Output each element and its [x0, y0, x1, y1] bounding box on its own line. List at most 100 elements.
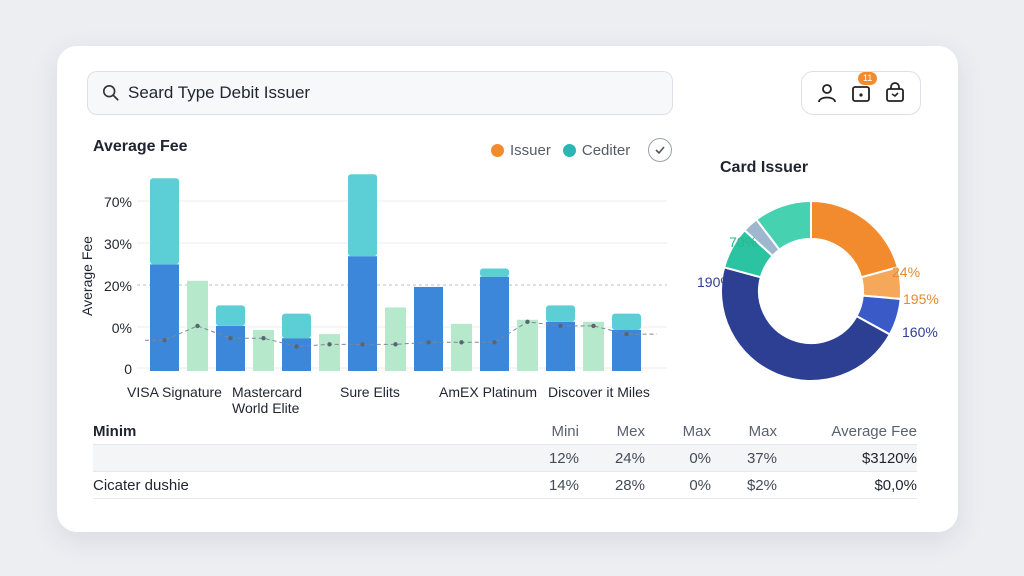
bar-base[interactable]: [480, 276, 509, 371]
table-header-cell: Max: [682, 422, 711, 440]
table-row[interactable]: Cicater dushie 14% 28% 0% $2% $0,0%: [93, 472, 917, 499]
x-category-label: AmEX Platinum: [439, 384, 537, 400]
bar-mint[interactable]: [451, 323, 472, 371]
trend-point: [624, 331, 629, 337]
table-cell: 0%: [689, 449, 711, 467]
table-cell: $2%: [746, 476, 777, 494]
notification-badge: 11: [858, 72, 878, 85]
table-cell: 28%: [614, 476, 645, 494]
bar-base[interactable]: [150, 264, 179, 371]
trend-point: [261, 336, 266, 341]
bag-icon: [886, 82, 904, 102]
y-axis-label: Average Fee: [79, 236, 95, 316]
fee-table: Minim Mini Mex Max Max Average Fee 12% 2…: [93, 418, 917, 499]
x-category-label: Mastercard: [232, 384, 302, 400]
trend-point: [558, 323, 563, 329]
table-cell: 0%: [689, 476, 711, 494]
trend-point: [426, 340, 431, 345]
trend-line: [145, 321, 657, 347]
search-input[interactable]: [128, 83, 648, 103]
table-cell: Cicater dushie: [93, 476, 189, 494]
bar-mint[interactable]: [517, 319, 538, 371]
table-row[interactable]: 12% 24% 0% 37% $3120%: [93, 445, 917, 472]
trend-point: [492, 340, 497, 345]
bar-mint[interactable]: [583, 321, 604, 371]
table-header-cell: Mini: [551, 422, 579, 440]
bar-top[interactable]: [612, 313, 641, 330]
donut-label: 70%: [729, 234, 757, 250]
search-icon: [102, 84, 119, 101]
user-icon: [818, 84, 836, 103]
chart-legend: Issuer Cediter: [491, 138, 673, 162]
table-cell: 14%: [548, 476, 579, 494]
table-cell: $3120%: [861, 449, 917, 467]
bar-top[interactable]: [480, 268, 509, 277]
bar-base[interactable]: [546, 321, 575, 371]
donut-label: 190%: [697, 274, 733, 290]
bar-mint[interactable]: [385, 307, 406, 371]
trend-point: [162, 338, 167, 343]
x-category-label: VISA Signature: [127, 384, 222, 400]
bar-top[interactable]: [150, 178, 179, 265]
bar-base[interactable]: [216, 325, 245, 371]
dashboard-card: 11 Average Fee Issuer Cediter 0 0% 20% 30% 7…: [57, 46, 958, 532]
donut-slice[interactable]: [720, 266, 892, 382]
table-cell: 37%: [746, 449, 777, 467]
trend-point: [195, 323, 200, 329]
table-cell: 12%: [548, 449, 579, 467]
legend-item-cediter[interactable]: Cediter: [562, 141, 631, 159]
bar-top[interactable]: [282, 313, 311, 339]
bag-button[interactable]: [882, 80, 908, 106]
y-tick-label: 70%: [104, 194, 132, 210]
x-category-label: Sure Elits: [340, 384, 400, 400]
table-cell: 24%: [614, 449, 645, 467]
table-cell: $0,0%: [874, 476, 917, 494]
x-category-label: World Elite: [232, 400, 300, 416]
inbox-icon: [852, 86, 870, 102]
donut-label: 160%: [902, 324, 938, 340]
trend-point: [294, 344, 299, 349]
bar-chart-title: Average Fee: [93, 138, 188, 155]
bar-top[interactable]: [348, 174, 377, 257]
y-tick-label: 30%: [104, 236, 132, 252]
bar-top[interactable]: [216, 305, 245, 326]
check-icon: [655, 146, 665, 155]
legend-dot-cediter: [562, 143, 576, 157]
trend-point: [459, 340, 464, 345]
bar-base[interactable]: [612, 330, 641, 371]
trend-point: [327, 342, 332, 347]
bar-base[interactable]: [348, 256, 377, 371]
bar-top[interactable]: [546, 305, 575, 322]
legend-label-cediter: Cediter: [581, 141, 631, 159]
y-tick-label: 20%: [104, 278, 132, 294]
bar-mint[interactable]: [253, 330, 274, 371]
notifications-button[interactable]: 11: [848, 72, 878, 106]
legend-dot-issuer: [491, 143, 504, 157]
donut-slice[interactable]: [810, 199, 900, 279]
table-header-cell: Mex: [616, 422, 645, 440]
bar-base[interactable]: [414, 286, 443, 371]
bar-base[interactable]: [282, 338, 311, 371]
y-tick-label: 0: [124, 361, 132, 377]
trend-point: [228, 336, 233, 341]
trend-point: [360, 342, 365, 347]
table-header-cell: Minim: [93, 422, 137, 440]
donut-label: 24%: [892, 264, 920, 280]
legend-label-issuer: Issuer: [510, 141, 551, 159]
toolbar: 11: [801, 71, 921, 115]
trend-point: [591, 323, 596, 329]
confirm-button[interactable]: [648, 138, 673, 162]
donut-chart: 24% 195% 160% 190% 70%: [697, 199, 939, 382]
bar-chart: 0 0% 20% 30% 70% Average Fee VISA Signature Mas…: [79, 174, 667, 416]
search-bar[interactable]: [87, 71, 673, 115]
table-header-row: Minim Mini Mex Max Max Average Fee: [93, 418, 917, 445]
donut-chart-title: Card Issuer: [720, 159, 809, 176]
donut-label: 195%: [903, 291, 939, 307]
donut-slice[interactable]: [754, 199, 812, 252]
bar-mint[interactable]: [319, 334, 340, 371]
table-header-cell: Average Fee: [831, 422, 917, 440]
legend-item-issuer[interactable]: Issuer: [491, 142, 551, 159]
table-header-cell: Max: [748, 422, 777, 440]
trend-point: [525, 319, 530, 324]
profile-button[interactable]: [814, 80, 840, 106]
